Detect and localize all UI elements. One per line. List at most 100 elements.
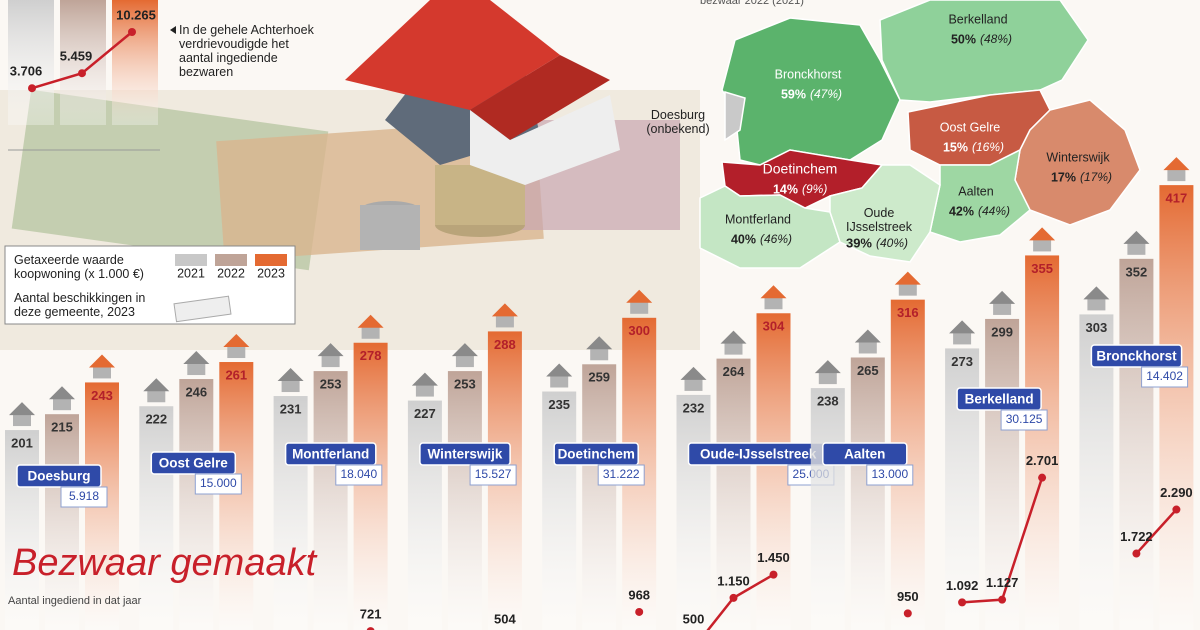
summary-bar: [8, 0, 54, 125]
name-badge: [150, 451, 237, 475]
map-region-name: Aalten: [958, 184, 993, 198]
house-body: [1033, 238, 1052, 252]
objection-label: 1.127: [986, 575, 1019, 590]
house-body: [858, 340, 877, 354]
map-region-name: Oude IJsselstreek: [846, 206, 912, 234]
objection-label: 504: [494, 611, 516, 626]
objection-point: [729, 593, 738, 602]
house-body: [281, 379, 300, 393]
municipality-name: Doesburg: [27, 469, 90, 484]
objection-point: [366, 627, 375, 630]
objection-label: 721: [360, 607, 382, 622]
value-label: 253: [320, 377, 342, 392]
house-roof: [49, 386, 75, 400]
map-share: 14%: [773, 182, 798, 196]
house-roof: [814, 360, 841, 374]
photo: [0, 0, 700, 350]
value-bar: [1025, 255, 1060, 630]
house-body: [187, 362, 206, 376]
house-body: [953, 331, 972, 345]
house-roof: [894, 271, 921, 285]
legend-value-title: Getaxeerde waarde koopwoning (x 1.000 €): [14, 253, 144, 281]
house-body: [227, 345, 246, 359]
objection-label: 1.722: [1120, 529, 1153, 544]
map-region-name: Winterswijk: [1046, 150, 1110, 164]
objection-label: 1.092: [946, 578, 979, 593]
value-label: 227: [414, 406, 436, 421]
house-roof: [680, 366, 707, 380]
objection-label: 1.450: [757, 550, 790, 565]
value-label: 235: [548, 397, 570, 412]
name-badge: [822, 442, 908, 466]
map-share: 42%: [949, 204, 974, 218]
map-previous: (17%): [1080, 170, 1112, 184]
count-badge: [1000, 409, 1048, 431]
house-roof: [1123, 230, 1150, 244]
house-body: [1087, 297, 1106, 311]
value-bar: [273, 396, 308, 630]
house-roof: [989, 290, 1016, 304]
objection-label: 2.701: [1026, 453, 1059, 468]
house-body: [818, 371, 837, 385]
value-bar: [716, 358, 751, 630]
count-badge: [469, 464, 517, 486]
count-badge: [194, 473, 242, 495]
house-body: [415, 383, 434, 397]
map-region-name: Doesburg (onbekend): [646, 108, 710, 136]
summary-label: 5.459: [60, 49, 93, 64]
value-label: 222: [145, 412, 167, 427]
map-share: 40%: [731, 232, 756, 246]
house-roof: [491, 303, 518, 317]
value-bar: [179, 379, 214, 630]
value-bar: [1159, 185, 1194, 630]
name-badge: [16, 464, 102, 488]
value-label: 259: [588, 370, 610, 385]
summary-bar: [60, 0, 106, 125]
value-bar: [850, 357, 885, 630]
map-region-name: Berkelland: [948, 12, 1007, 26]
municipality-name: Berkelland: [965, 392, 1034, 407]
house-roof: [411, 372, 438, 386]
value-bar: [219, 362, 254, 630]
value-label: 253: [454, 377, 476, 392]
legend-year: 2021: [177, 266, 205, 280]
name-badge: [956, 387, 1042, 411]
name-badge: [419, 442, 511, 466]
house-body: [724, 341, 743, 355]
house-roof: [1029, 227, 1056, 241]
house-roof: [760, 285, 787, 299]
value-bar: [353, 342, 388, 630]
value-label: 265: [857, 363, 879, 378]
count-badge: [597, 464, 645, 486]
house-body: [550, 374, 569, 388]
value-label: 232: [683, 400, 705, 415]
map-share: 50%: [951, 32, 976, 46]
house-roof: [89, 354, 115, 368]
value-bar: [447, 371, 482, 630]
map-region: [724, 90, 746, 142]
value-label: 246: [185, 384, 207, 399]
value-label: 215: [51, 420, 73, 435]
map-previous: (40%): [876, 236, 908, 250]
map-previous: (16%): [972, 140, 1004, 154]
summary-point: [78, 69, 86, 78]
summary-label: 10.265: [116, 7, 156, 22]
house-roof: [183, 351, 210, 365]
value-label: 243: [91, 388, 113, 403]
house-body: [630, 300, 649, 314]
value-label: 238: [817, 394, 839, 409]
house-body: [495, 314, 514, 328]
summary-note: In de gehele Achterhoek verdrievoudigde …: [179, 23, 314, 79]
count-label: 15.527: [475, 467, 512, 481]
summary-point: [128, 28, 136, 36]
house-body: [321, 354, 340, 368]
municipality-name: Doetinchem: [558, 447, 635, 462]
map-share: 59%: [781, 87, 806, 101]
legend-swatch: [255, 254, 287, 266]
value-label: 201: [11, 436, 33, 451]
value-bar: [985, 318, 1020, 630]
objection-point: [1172, 505, 1181, 514]
municipality-name: Oost Gelre: [159, 456, 229, 471]
summary-point: [28, 84, 36, 93]
